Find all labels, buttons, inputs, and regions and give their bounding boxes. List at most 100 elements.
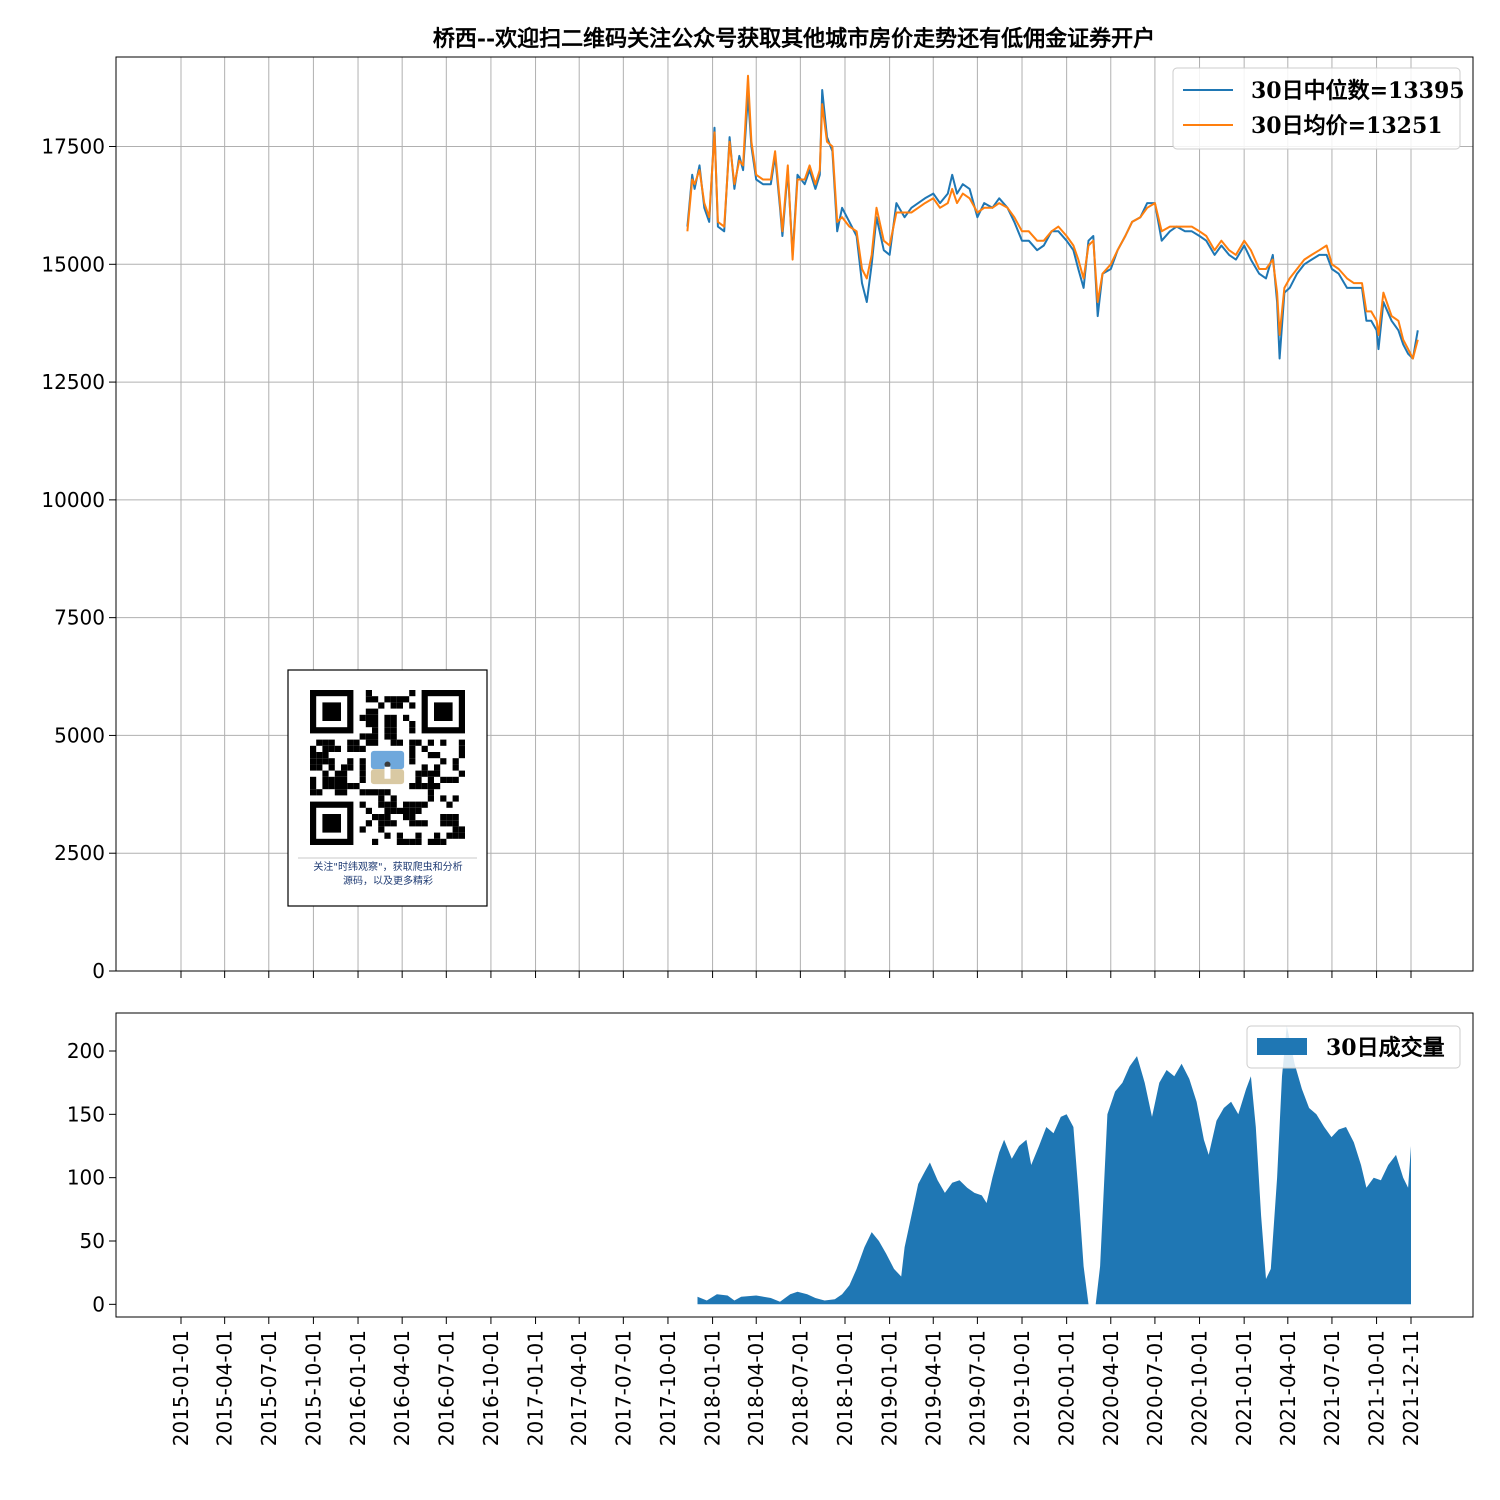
qr-module	[359, 745, 366, 752]
qr-module	[384, 801, 391, 808]
qr-module	[409, 820, 416, 827]
qr-module	[341, 764, 348, 771]
qr-module	[415, 801, 422, 808]
qr-module	[409, 758, 416, 765]
qr-module	[322, 776, 329, 783]
qr-module	[310, 783, 317, 790]
qr-module	[409, 690, 416, 697]
price-y-tick-label: 2500	[54, 841, 105, 865]
qr-module	[427, 783, 434, 790]
qr-module	[390, 801, 397, 808]
qr-module	[384, 832, 391, 839]
volume-x-tick-label: 2015-01-01	[169, 1330, 193, 1446]
qr-module	[446, 801, 453, 808]
qr-module	[434, 770, 441, 777]
qr-module	[434, 764, 441, 771]
qr-module	[409, 783, 416, 790]
qr-module	[421, 801, 428, 808]
qr-module	[310, 789, 317, 796]
qr-module	[440, 758, 447, 765]
qr-module	[440, 739, 447, 746]
qr-module	[427, 739, 434, 746]
qr-module	[372, 708, 379, 715]
qr-module	[384, 696, 391, 703]
qr-module	[341, 770, 348, 777]
qr-module	[316, 752, 323, 759]
volume-x-tick-label: 2017-10-01	[656, 1330, 680, 1446]
qr-module	[322, 783, 329, 790]
chart-title: 桥西--欢迎扫二维码关注公众号获取其他城市房价走势还有低佣金证券开户	[433, 26, 1155, 52]
qr-finder-core	[322, 702, 341, 721]
qr-module	[415, 739, 422, 746]
volume-y-tick-label: 150	[67, 1102, 105, 1126]
qr-module	[421, 783, 428, 790]
qr-module	[427, 752, 434, 759]
qr-module	[328, 764, 335, 771]
qr-module	[378, 795, 385, 802]
qr-module	[359, 764, 366, 771]
qr-finder-core	[322, 814, 341, 833]
qr-module	[334, 770, 341, 777]
legend-mean-label: 30日均价=13251	[1251, 113, 1443, 139]
qr-module	[396, 838, 403, 845]
price-y-tick-label: 7500	[54, 606, 105, 630]
qr-module	[341, 789, 348, 796]
qr-module	[403, 801, 410, 808]
volume-x-axis: 2015-01-01 2015-04-01 2015-07-01 2015-10-01…	[169, 1317, 1423, 1446]
qr-module	[421, 745, 428, 752]
qr-caption-line1: 关注"时纬观察"，获取爬虫和分析	[313, 860, 462, 873]
median-price-line	[686, 89, 1419, 360]
volume-x-tick-label: 2017-07-01	[611, 1330, 635, 1446]
qr-module	[359, 789, 366, 796]
qr-module	[384, 820, 391, 827]
qr-module	[403, 696, 410, 703]
volume-y-tick-label: 100	[67, 1166, 105, 1190]
qr-module	[347, 758, 354, 765]
volume-x-tick-label: 2016-04-01	[390, 1330, 414, 1446]
qr-module	[316, 789, 323, 796]
qr-module	[396, 739, 403, 746]
qr-module	[353, 745, 360, 752]
qr-module	[440, 814, 447, 821]
qr-module	[427, 770, 434, 777]
qr-module	[403, 807, 410, 814]
volume-legend: 30日成交量	[1246, 1025, 1461, 1069]
qr-module	[458, 752, 465, 759]
qr-module	[359, 770, 366, 777]
qr-avatar-person-body	[384, 766, 391, 779]
volume-x-tick-label: 2015-07-01	[257, 1330, 281, 1446]
qr-module	[440, 795, 447, 802]
qr-module	[328, 739, 335, 746]
legend-median-label: 30日中位数=13395	[1251, 78, 1465, 104]
price-y-tick-label: 17500	[41, 135, 105, 159]
qr-module	[372, 838, 379, 845]
qr-module	[415, 820, 422, 827]
volume-legend-box	[1246, 1025, 1461, 1069]
qr-caption-line2: 源码，以及更多精彩	[343, 874, 433, 887]
qr-module	[415, 832, 422, 839]
qr-module	[384, 721, 391, 728]
price-y-tick-label: 5000	[54, 723, 105, 747]
qr-module	[372, 733, 379, 740]
volume-x-tick-label: 2021-04-01	[1276, 1330, 1300, 1446]
qr-module	[378, 826, 385, 833]
qr-module	[372, 814, 379, 821]
qr-module	[334, 776, 341, 783]
volume-axes-frame	[115, 1012, 1474, 1318]
qr-module	[359, 826, 366, 833]
volume-x-tick-label: 2016-07-01	[434, 1330, 458, 1446]
volume-x-tick-label: 2018-01-01	[701, 1330, 725, 1446]
legend-volume-swatch	[1257, 1038, 1307, 1055]
qr-module	[334, 745, 341, 752]
qr-module	[390, 807, 397, 814]
qr-module	[372, 714, 379, 721]
qr-module	[316, 764, 323, 771]
qr-module	[458, 745, 465, 752]
volume-x-tick-label: 2015-04-01	[213, 1330, 237, 1446]
price-y-tick-label: 15000	[41, 252, 105, 276]
qr-module	[446, 820, 453, 827]
qr-module	[434, 783, 441, 790]
legend-volume-label: 30日成交量	[1326, 1035, 1445, 1061]
price-series	[686, 74, 1419, 360]
